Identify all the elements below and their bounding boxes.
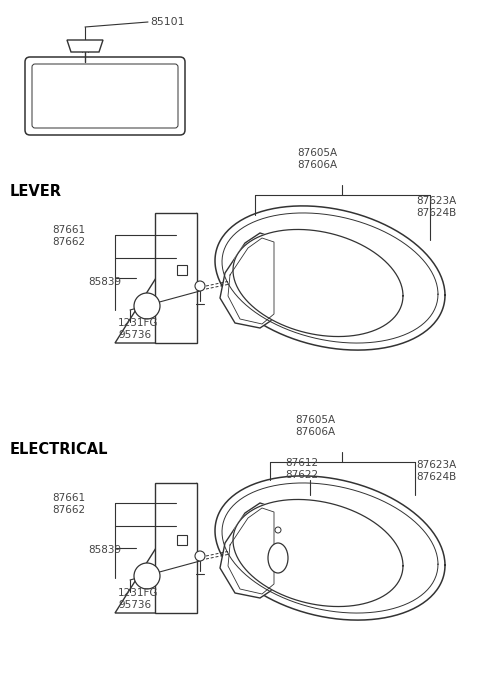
Text: 87662: 87662 — [52, 237, 85, 247]
Polygon shape — [115, 213, 197, 343]
Polygon shape — [233, 500, 403, 606]
FancyBboxPatch shape — [32, 64, 178, 128]
Polygon shape — [220, 233, 275, 328]
Polygon shape — [115, 483, 197, 613]
Bar — [177, 535, 187, 545]
Text: 87606A: 87606A — [297, 160, 337, 170]
Polygon shape — [67, 40, 103, 52]
Text: 87662: 87662 — [52, 505, 85, 515]
Text: 85101: 85101 — [150, 17, 184, 27]
Text: 87624B: 87624B — [416, 472, 456, 482]
Circle shape — [275, 527, 281, 533]
Text: 87623A: 87623A — [416, 460, 456, 470]
Circle shape — [134, 293, 160, 319]
Circle shape — [195, 551, 205, 561]
Text: 87605A: 87605A — [297, 148, 337, 158]
Text: 1231FG: 1231FG — [118, 318, 158, 328]
Polygon shape — [233, 229, 403, 337]
Text: LEVER: LEVER — [10, 184, 62, 199]
Polygon shape — [215, 206, 445, 350]
Text: 95736: 95736 — [118, 600, 151, 610]
Text: ELECTRICAL: ELECTRICAL — [10, 442, 108, 457]
Bar — [177, 265, 187, 275]
Text: 87605A: 87605A — [295, 415, 335, 425]
FancyBboxPatch shape — [155, 213, 197, 343]
Text: 1231FG: 1231FG — [118, 588, 158, 598]
FancyBboxPatch shape — [155, 483, 197, 613]
Text: 85839: 85839 — [88, 545, 121, 555]
Text: 87624B: 87624B — [416, 208, 456, 218]
Ellipse shape — [268, 543, 288, 573]
Text: 87612: 87612 — [285, 458, 318, 468]
Polygon shape — [220, 503, 275, 598]
Circle shape — [134, 563, 160, 589]
Circle shape — [195, 281, 205, 291]
Text: 87606A: 87606A — [295, 427, 335, 437]
Text: 87661: 87661 — [52, 493, 85, 503]
Text: 87623A: 87623A — [416, 196, 456, 206]
Text: 87622: 87622 — [285, 470, 318, 480]
Text: 87661: 87661 — [52, 225, 85, 235]
Polygon shape — [215, 476, 445, 620]
Text: 85839: 85839 — [88, 277, 121, 287]
FancyBboxPatch shape — [25, 57, 185, 135]
Text: 95736: 95736 — [118, 330, 151, 340]
